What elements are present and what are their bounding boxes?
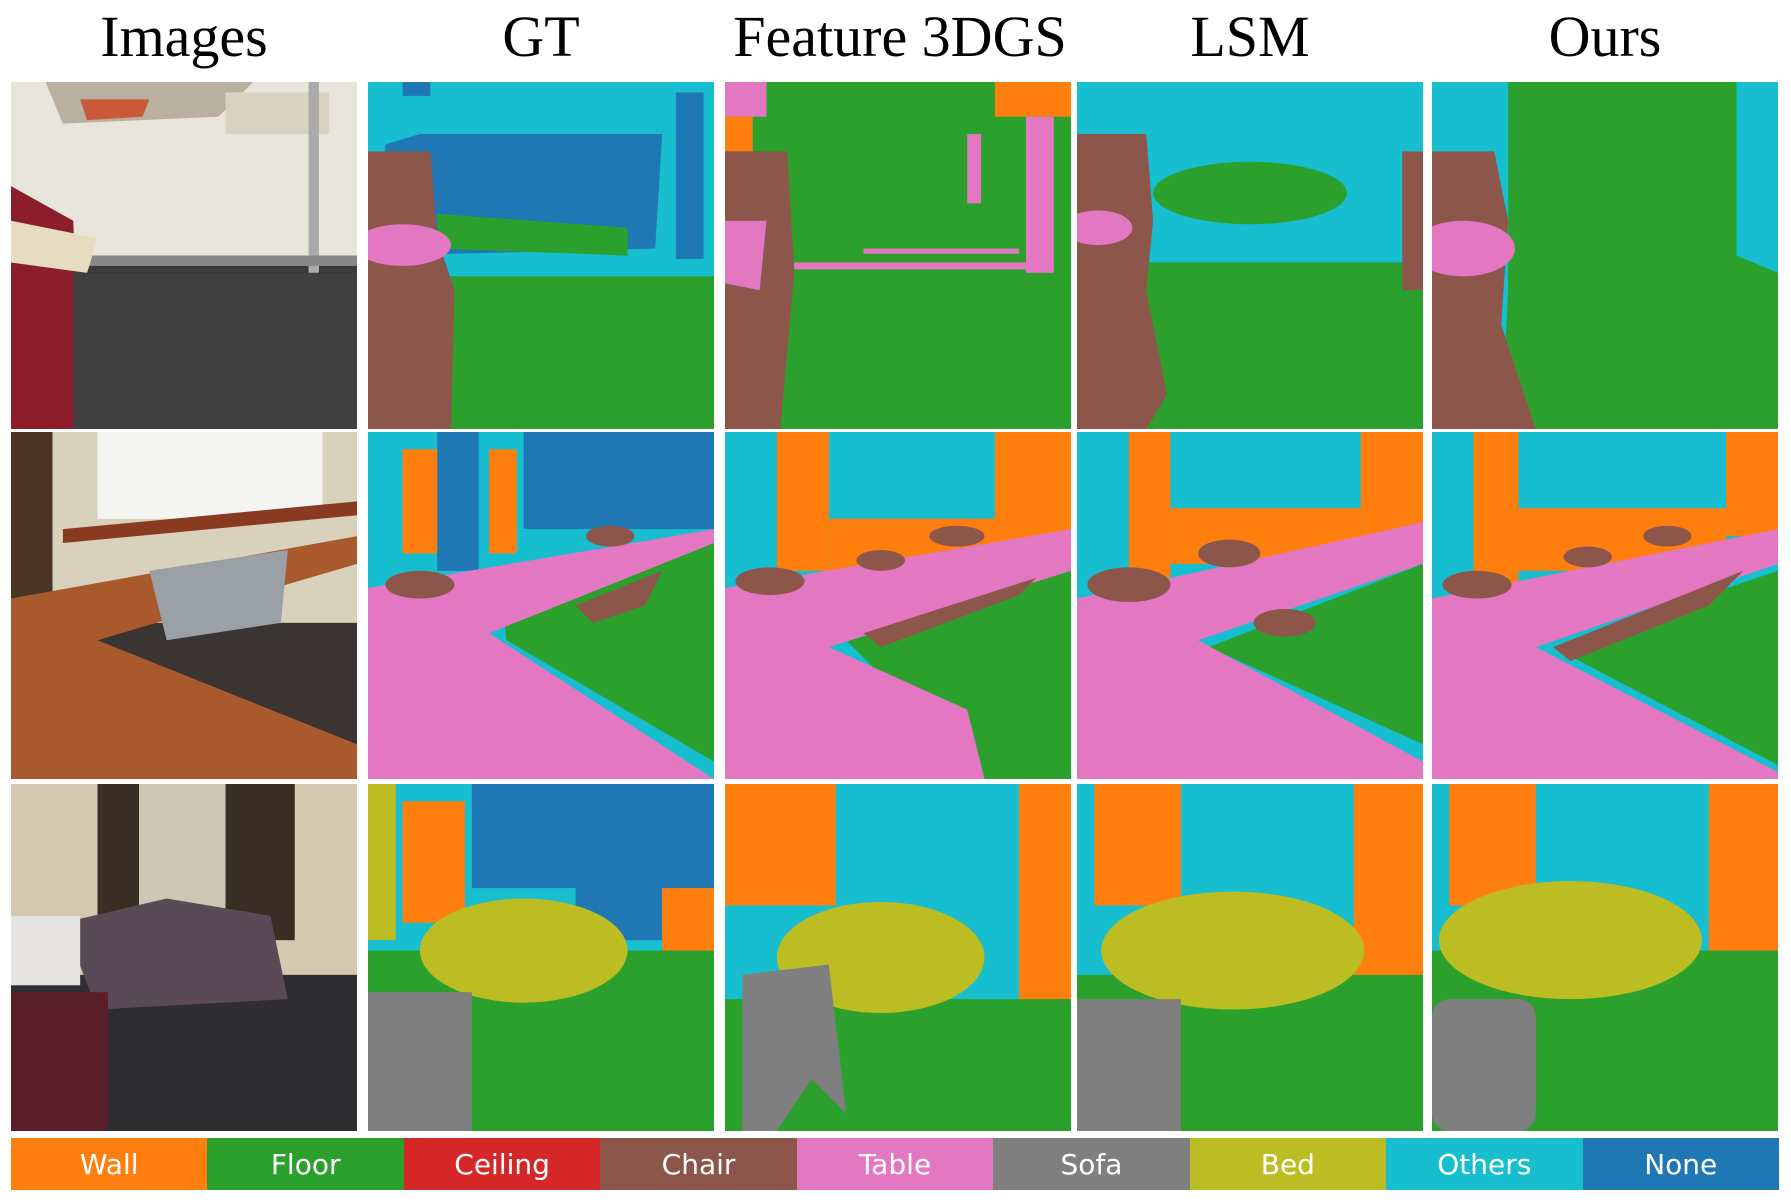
legend-label: Wall (79, 1147, 139, 1181)
legend-table: Table (796, 1138, 994, 1190)
row2-ours-segmentation (1432, 432, 1778, 779)
row1-lsm-segmentation (1077, 82, 1423, 429)
row1-gt-segmentation (368, 82, 714, 429)
legend-bed: Bed (1189, 1138, 1387, 1190)
legend-label: Floor (270, 1147, 341, 1181)
row3-input-image (11, 784, 357, 1131)
legend-label: None (1644, 1147, 1718, 1181)
legend-none: None (1582, 1138, 1779, 1190)
row3-gt-segmentation (368, 784, 714, 1131)
legend-ceiling: Ceiling (403, 1138, 601, 1190)
legend-others: Others (1386, 1138, 1583, 1190)
row2-gt-segmentation (368, 432, 714, 779)
row1-input-image (11, 82, 357, 429)
legend-label: Bed (1260, 1147, 1315, 1181)
legend-wall: Wall (11, 1138, 208, 1190)
legend-label: Chair (661, 1147, 736, 1181)
row1-feature3dgs-segmentation (725, 82, 1071, 429)
row3-lsm-segmentation (1077, 784, 1423, 1131)
row3-feature3dgs-segmentation (725, 784, 1071, 1131)
legend-chair: Chair (600, 1138, 797, 1190)
header-images: Images (100, 4, 268, 69)
legend-floor: Floor (207, 1138, 404, 1190)
class-legend: Wall Floor Ceiling Chair Table Sofa Bed … (11, 1138, 1779, 1190)
legend-label: Sofa (1060, 1147, 1123, 1181)
row3-ours-segmentation (1432, 784, 1778, 1131)
header-gt: GT (502, 4, 580, 69)
row1-ours-segmentation (1432, 82, 1778, 429)
legend-sofa: Sofa (993, 1138, 1190, 1190)
legend-label: Ceiling (454, 1147, 550, 1181)
row2-feature3dgs-segmentation (725, 432, 1071, 779)
header-lsm: LSM (1190, 4, 1310, 69)
header-feature-3dgs: Feature 3DGS (733, 4, 1067, 69)
header-ours: Ours (1548, 4, 1662, 69)
row2-lsm-segmentation (1077, 432, 1423, 779)
legend-label: Others (1437, 1147, 1532, 1181)
legend-label: Table (858, 1147, 932, 1181)
row2-input-image (11, 432, 357, 779)
